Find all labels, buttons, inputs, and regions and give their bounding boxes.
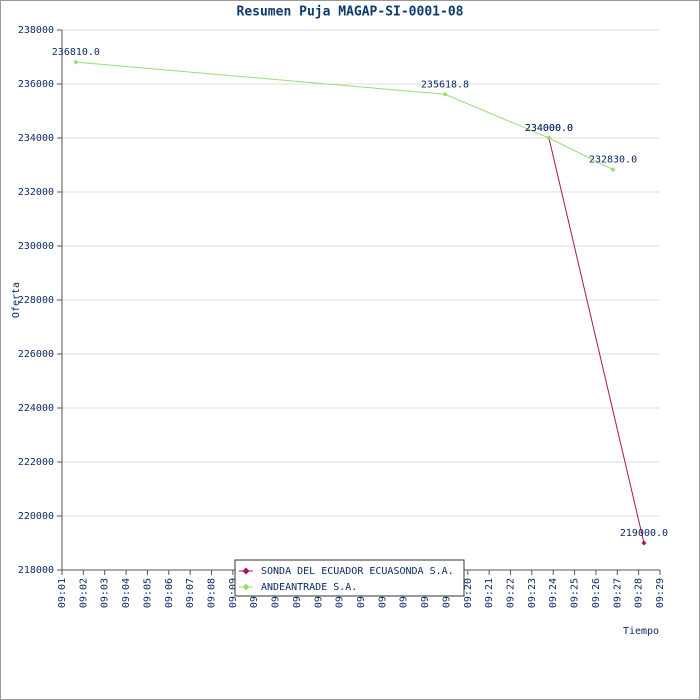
x-tick-label: 09:21 [484, 578, 495, 608]
x-tick-label: 09:26 [591, 578, 602, 608]
value-label: 234000.0 [525, 123, 573, 134]
y-tick-label: 228000 [18, 295, 54, 306]
chart-title: Resumen Puja MAGAP-SI-0001-08 [237, 5, 464, 20]
legend-label: ANDEANTRADE S.A. [261, 582, 357, 593]
y-tick-label: 224000 [18, 403, 54, 414]
point [73, 59, 79, 65]
x-tick-label: 09:04 [121, 578, 132, 608]
y-tick-label: 220000 [18, 511, 54, 522]
x-tick-label: 09:22 [506, 578, 517, 608]
point [546, 135, 552, 141]
x-tick-label: 09:02 [78, 578, 89, 608]
y-tick-label: 238000 [18, 25, 54, 36]
x-tick-label: 09:27 [612, 578, 623, 608]
series-line [548, 137, 645, 544]
x-tick-label: 09:28 [634, 578, 645, 608]
value-label: 232830.0 [589, 155, 637, 166]
legend-marker [242, 583, 250, 591]
point [442, 91, 448, 97]
legend-box [234, 559, 465, 597]
x-tick-label: 09:05 [142, 578, 153, 608]
value-label: 235618.8 [421, 79, 469, 90]
y-axis-label: Oferta [11, 282, 22, 318]
x-tick-label: 09:09 [228, 578, 239, 608]
x-tick-label: 09:20 [463, 578, 474, 608]
y-tick-label: 218000 [18, 565, 54, 576]
x-tick-label: 09:03 [100, 578, 111, 608]
x-tick-label: 09:08 [207, 578, 218, 608]
x-tick-label: 09:07 [185, 578, 196, 608]
y-tick-label: 232000 [18, 187, 54, 198]
x-axis-label: Tiempo [623, 626, 659, 637]
value-label: 219000.0 [620, 528, 668, 539]
legend: SONDA DEL ECUADOR ECUASONDA S.A. ANDEANTR… [234, 559, 465, 597]
value-label: 236810.0 [52, 47, 100, 58]
y-tick-label: 226000 [18, 349, 54, 360]
y-tick-label: 230000 [18, 241, 54, 252]
x-tick-label: 09:23 [527, 578, 538, 608]
legend-marker [242, 567, 250, 575]
x-tick-label: 09:06 [164, 578, 175, 608]
y-tick-label: 222000 [18, 457, 54, 468]
point [610, 167, 616, 173]
x-tick-label: 09:25 [570, 578, 581, 608]
x-tick-label: 09:01 [57, 578, 68, 608]
y-tick-label: 236000 [18, 79, 54, 90]
point [641, 540, 647, 546]
value-label: 234000.0 [525, 123, 573, 134]
x-tick-label: 09:24 [548, 578, 559, 608]
x-tick-label: 09:29 [655, 578, 666, 608]
series-line [75, 61, 614, 171]
y-tick-label: 234000 [18, 133, 54, 144]
legend-label: SONDA DEL ECUADOR ECUASONDA S.A. [261, 566, 454, 577]
